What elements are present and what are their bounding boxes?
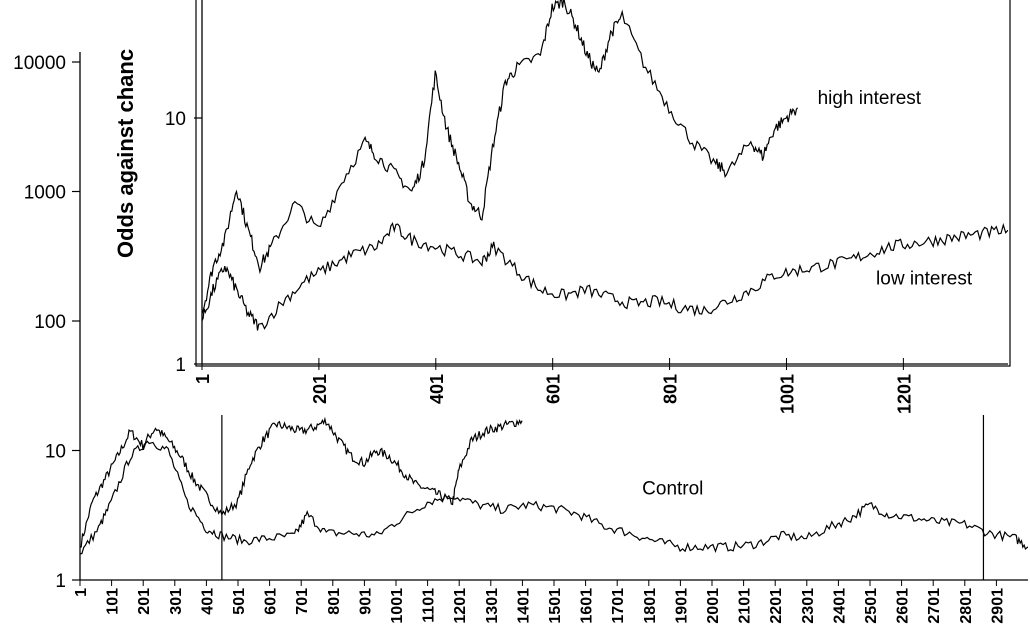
outer-x-tick-label: 901 xyxy=(357,588,374,615)
outer-x-tick-label: 1 xyxy=(73,588,90,597)
outer-x-tick-label: 2601 xyxy=(895,588,912,624)
outer-x-tick-label: 1101 xyxy=(421,588,438,623)
inset-x-tick-label: 801 xyxy=(661,374,681,404)
inset-series-line-low-interest xyxy=(201,222,1008,331)
outer-x-tick-label: 2501 xyxy=(863,588,880,624)
inset-annotation-low-interest: low interest xyxy=(876,269,973,290)
outer-y-tick-label: 1000 xyxy=(24,183,66,204)
outer-x-tick-label: 2701 xyxy=(926,588,943,624)
outer-x-tick-label: 1301 xyxy=(484,588,501,624)
inset-y-tick-label: 1 xyxy=(175,355,186,376)
outer-x-tick-label: 1401 xyxy=(515,588,532,624)
outer-y-tick-label: 100 xyxy=(34,312,66,333)
outer-x-tick-label: 2901 xyxy=(989,588,1006,624)
outer-series-line-control xyxy=(80,440,1028,555)
outer-y-tick-label: 10000 xyxy=(13,53,66,74)
outer-x-tick-label: 401 xyxy=(199,588,216,615)
outer-x-tick-label: 501 xyxy=(231,588,248,615)
inset-x-tick-label: 1201 xyxy=(894,374,914,414)
outer-x-tick-label: 1801 xyxy=(642,588,659,624)
outer-x-tick-label: 201 xyxy=(136,588,153,615)
outer-annotation-control: Control xyxy=(642,479,703,500)
outer-x-tick-label: 1501 xyxy=(547,588,564,624)
outer-x-tick-label: 601 xyxy=(263,588,280,615)
outer-x-tick-label: 701 xyxy=(294,588,311,615)
inset-x-tick-label: 1001 xyxy=(777,374,797,414)
inset-series-group xyxy=(201,0,1008,331)
inset-x-tick-label: 401 xyxy=(427,374,447,404)
inset-frame xyxy=(195,0,1011,367)
outer-series-group xyxy=(80,416,1028,555)
outer-x-tick-label: 101 xyxy=(105,588,122,615)
outer-x-tick-label: 1701 xyxy=(610,588,627,624)
inset-series-line-high-interest xyxy=(201,0,799,314)
inset-x-tick-label: 1 xyxy=(193,374,213,384)
outer-x-tick-label: 2201 xyxy=(768,588,785,624)
outer-y-tick-label: 10 xyxy=(45,442,66,463)
inset-y-tick-label: 10 xyxy=(165,109,186,130)
outer-x-tick-label: 1901 xyxy=(673,588,690,624)
outer-y-tick-label: 1 xyxy=(55,571,66,592)
outer-x-tick-label: 801 xyxy=(326,588,343,615)
outer-annotations: Control xyxy=(642,479,703,500)
inset-axes: 1101 201 401 601 801 1001 1201 xyxy=(165,0,1008,414)
outer-x-tick-label: 2801 xyxy=(958,588,975,624)
outer-x-tick-label: 2401 xyxy=(831,588,848,624)
inset-x-tick-label: 201 xyxy=(310,374,330,404)
outer-x-tick-label: 1001 xyxy=(389,588,406,624)
outer-x-tick-label: 2101 xyxy=(737,588,754,624)
outer-x-tick-label: 1201 xyxy=(452,588,469,624)
outer-series-line-1 xyxy=(80,416,523,548)
outer-x-tick-label: 2001 xyxy=(705,588,722,624)
inset-annotations: high interest low interest xyxy=(818,88,973,290)
inset-annotation-high-interest: high interest xyxy=(818,88,922,109)
outer-x-tick-label: 2301 xyxy=(800,588,817,624)
outer-x-tick-label: 301 xyxy=(168,588,185,615)
inset-x-tick-label: 601 xyxy=(544,374,564,404)
outer-y-axis-label: Odds against chanc xyxy=(113,49,138,258)
outer-x-tick-label: 1601 xyxy=(579,588,596,624)
